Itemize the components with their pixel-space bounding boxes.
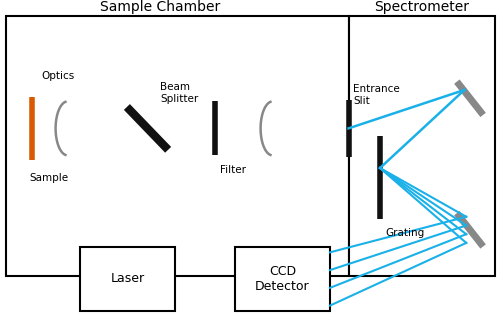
Text: Sample: Sample xyxy=(29,173,68,183)
Text: Grating: Grating xyxy=(385,228,424,238)
Text: Spectrometer: Spectrometer xyxy=(374,0,469,14)
Text: Beam
Splitter: Beam Splitter xyxy=(160,82,198,104)
Bar xyxy=(80,247,175,311)
Text: Sample Chamber: Sample Chamber xyxy=(100,0,220,14)
Text: Laser: Laser xyxy=(110,272,144,286)
Text: CCD
Detector: CCD Detector xyxy=(255,265,310,293)
Text: Optics: Optics xyxy=(41,71,74,81)
Text: Filter: Filter xyxy=(220,165,246,175)
Bar xyxy=(6,16,348,276)
Bar xyxy=(348,16,495,276)
Bar xyxy=(235,247,330,311)
Text: Entrance
Slit: Entrance Slit xyxy=(354,84,400,106)
